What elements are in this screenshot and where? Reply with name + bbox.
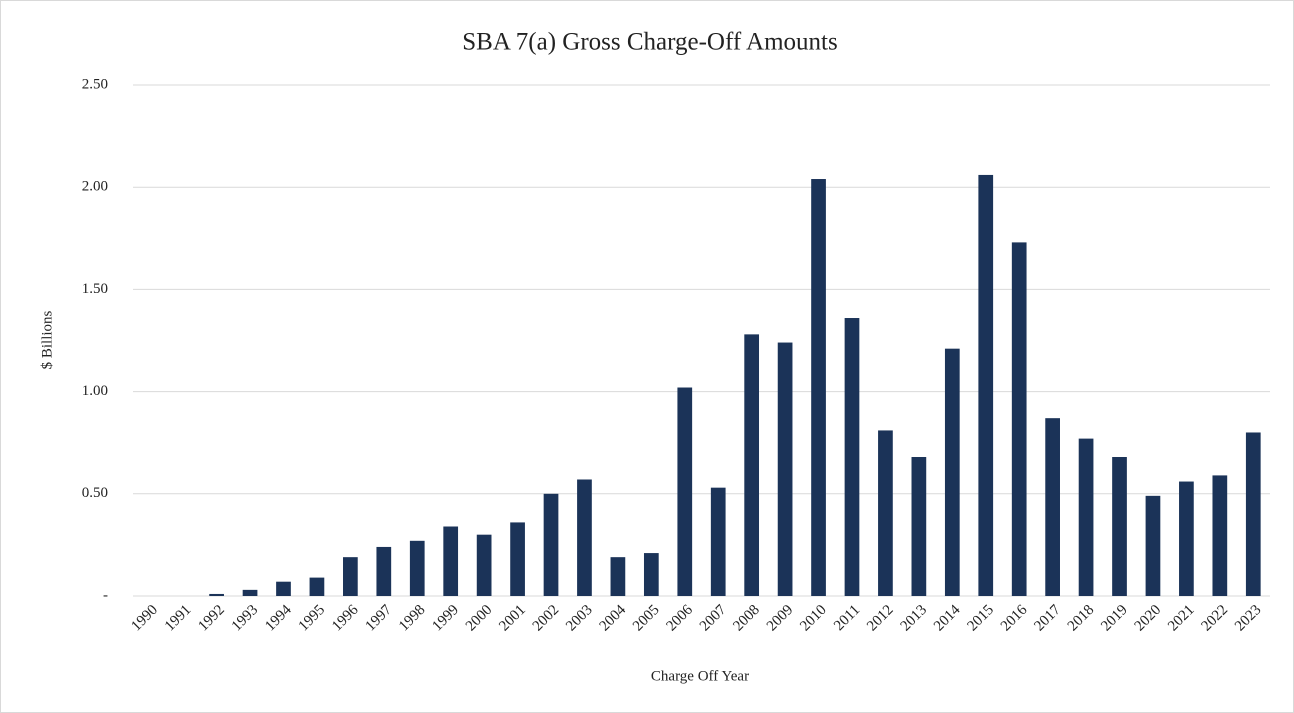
bar	[376, 546, 392, 596]
chart-title: SBA 7(a) Gross Charge-Off Amounts	[462, 29, 837, 56]
bar	[510, 522, 525, 596]
bar	[710, 487, 726, 596]
bar	[777, 342, 793, 596]
y-axis-label: $ Billions	[39, 310, 55, 369]
bar	[1112, 457, 1127, 596]
bar	[1145, 495, 1161, 596]
bar	[1078, 438, 1094, 596]
y-tick-label: 2.00	[82, 179, 108, 195]
bar	[1245, 432, 1261, 596]
y-tick-label: -	[103, 587, 108, 603]
bar	[844, 318, 860, 596]
bar	[1045, 418, 1060, 596]
bar	[744, 334, 760, 596]
bar	[610, 557, 626, 596]
bar	[443, 526, 459, 596]
bar	[643, 553, 659, 596]
bar	[944, 348, 960, 596]
y-tick-label: 2.50	[82, 76, 108, 92]
bar	[543, 493, 559, 596]
bar	[242, 589, 258, 596]
bar	[309, 577, 325, 596]
y-tick-label: 0.50	[82, 485, 108, 501]
bar	[476, 534, 492, 596]
bar	[209, 593, 224, 596]
bar	[276, 581, 291, 596]
bar	[1011, 242, 1027, 596]
y-tick-label: 1.50	[82, 281, 108, 297]
bar	[343, 557, 358, 596]
bar	[878, 430, 893, 596]
bar	[409, 540, 425, 596]
bar	[677, 387, 693, 596]
y-tick-label: 1.00	[82, 383, 108, 399]
bar	[911, 457, 927, 596]
x-axis-label: Charge Off Year	[651, 668, 749, 684]
bar	[978, 174, 994, 596]
bar	[577, 479, 592, 596]
bar	[1179, 481, 1194, 596]
bar	[1212, 475, 1228, 596]
bar	[811, 179, 826, 597]
